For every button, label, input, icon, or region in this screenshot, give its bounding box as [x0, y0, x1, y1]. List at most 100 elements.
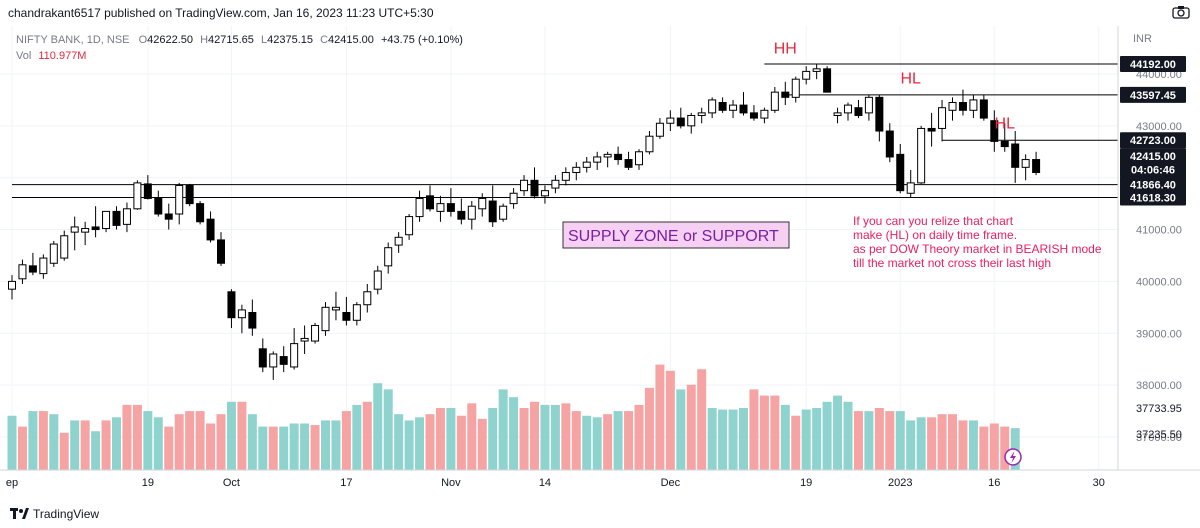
candle-body [342, 312, 351, 321]
candle [990, 110, 999, 152]
candle [635, 149, 643, 170]
volume-bar [739, 408, 748, 470]
legend-close-label: C [320, 34, 328, 46]
candle [185, 183, 194, 207]
camera-icon[interactable] [1172, 5, 1190, 19]
alert-icon[interactable] [1004, 448, 1022, 466]
candle-body [823, 68, 832, 93]
candle [885, 123, 894, 163]
candle-body [175, 184, 184, 215]
candle-body [311, 324, 320, 342]
price-label-text: 42415.00 [1130, 151, 1176, 163]
volume-bar [864, 411, 874, 470]
candle-body [478, 197, 487, 210]
price-label-box [1120, 56, 1186, 73]
candle-body [248, 312, 257, 329]
price-label-text: 44192.00 [1130, 59, 1176, 71]
candle-body [206, 218, 215, 241]
candle [614, 146, 623, 165]
legend-open-label: O [139, 34, 148, 46]
candle-body [1032, 159, 1041, 174]
annotation-line-2: make (HL) on daily time frame. [853, 228, 1017, 242]
candle [28, 252, 37, 276]
volume-bar [59, 432, 69, 470]
candle-body [781, 91, 790, 98]
price-tick-label: 41000.00 [1136, 225, 1182, 237]
candle-body [28, 265, 37, 273]
candle-body [143, 183, 152, 199]
candle-body [426, 195, 434, 210]
candle [603, 151, 612, 168]
candle-body [1011, 143, 1020, 168]
candle-body [969, 99, 978, 111]
candle [823, 66, 832, 93]
price-tick-label: 40000.00 [1136, 276, 1182, 288]
candle-body [405, 216, 414, 236]
volume-bar [655, 364, 665, 470]
volume-bar [467, 403, 477, 470]
candle [551, 175, 560, 194]
candle [540, 185, 549, 204]
candle-body [938, 107, 947, 129]
candle [227, 289, 236, 329]
candle [969, 94, 978, 119]
candle [363, 283, 372, 313]
candle [781, 81, 790, 106]
volume-bar [843, 401, 853, 470]
candle [384, 242, 393, 274]
time-tick-label: 17 [340, 477, 352, 489]
volume-bar [833, 395, 843, 470]
volume-bar [101, 420, 111, 470]
volume-bar [341, 411, 351, 470]
volume-bar [582, 415, 592, 470]
candle-body [352, 304, 361, 321]
candle [906, 169, 915, 198]
publish-info: chandrakant6517 published on TradingView… [8, 6, 434, 20]
candle-body [697, 112, 706, 116]
candle [593, 151, 602, 170]
candle-body [415, 197, 424, 218]
candle-body [802, 70, 811, 80]
candle [206, 211, 215, 243]
price-label-text: 43597.45 [1130, 90, 1176, 102]
volume-bar [404, 420, 414, 470]
volume-bar [112, 417, 121, 470]
candle [373, 265, 382, 295]
price-label-box [1120, 86, 1186, 103]
currency-label: INR [1133, 33, 1152, 45]
time-tick-label: 14 [539, 477, 551, 489]
candle-body [467, 205, 476, 220]
candle [938, 99, 947, 142]
candle [927, 112, 936, 147]
candle-body [81, 228, 90, 233]
candle-body [133, 182, 142, 210]
candle [81, 221, 90, 246]
candle-body [290, 343, 299, 368]
candle-body [436, 203, 445, 212]
legend-low-label: L [261, 34, 267, 46]
price-tick-label: 43000.00 [1136, 121, 1182, 133]
candle [196, 201, 205, 225]
candle-body [614, 153, 623, 161]
candle-body [530, 179, 539, 197]
candle [1011, 131, 1020, 183]
volume-bar [728, 409, 738, 470]
annotation-text: If you can you relize that chart make (H… [853, 214, 1102, 270]
candle [791, 76, 800, 103]
candle-body [446, 203, 455, 212]
candle [352, 302, 361, 326]
candle-body [49, 243, 58, 264]
volume-bar [801, 409, 811, 470]
tradingview-logo-icon [10, 508, 29, 519]
time-tick-label: Dec [661, 477, 681, 489]
candle-body [676, 117, 685, 127]
time-tick-label: 16 [988, 477, 1000, 489]
candle-body [729, 104, 738, 111]
legend-low: 42375.15 [267, 34, 313, 46]
candle [60, 230, 69, 261]
volume-bar [80, 420, 90, 470]
candle [331, 291, 340, 321]
candle [1032, 151, 1041, 176]
candle [175, 182, 184, 225]
